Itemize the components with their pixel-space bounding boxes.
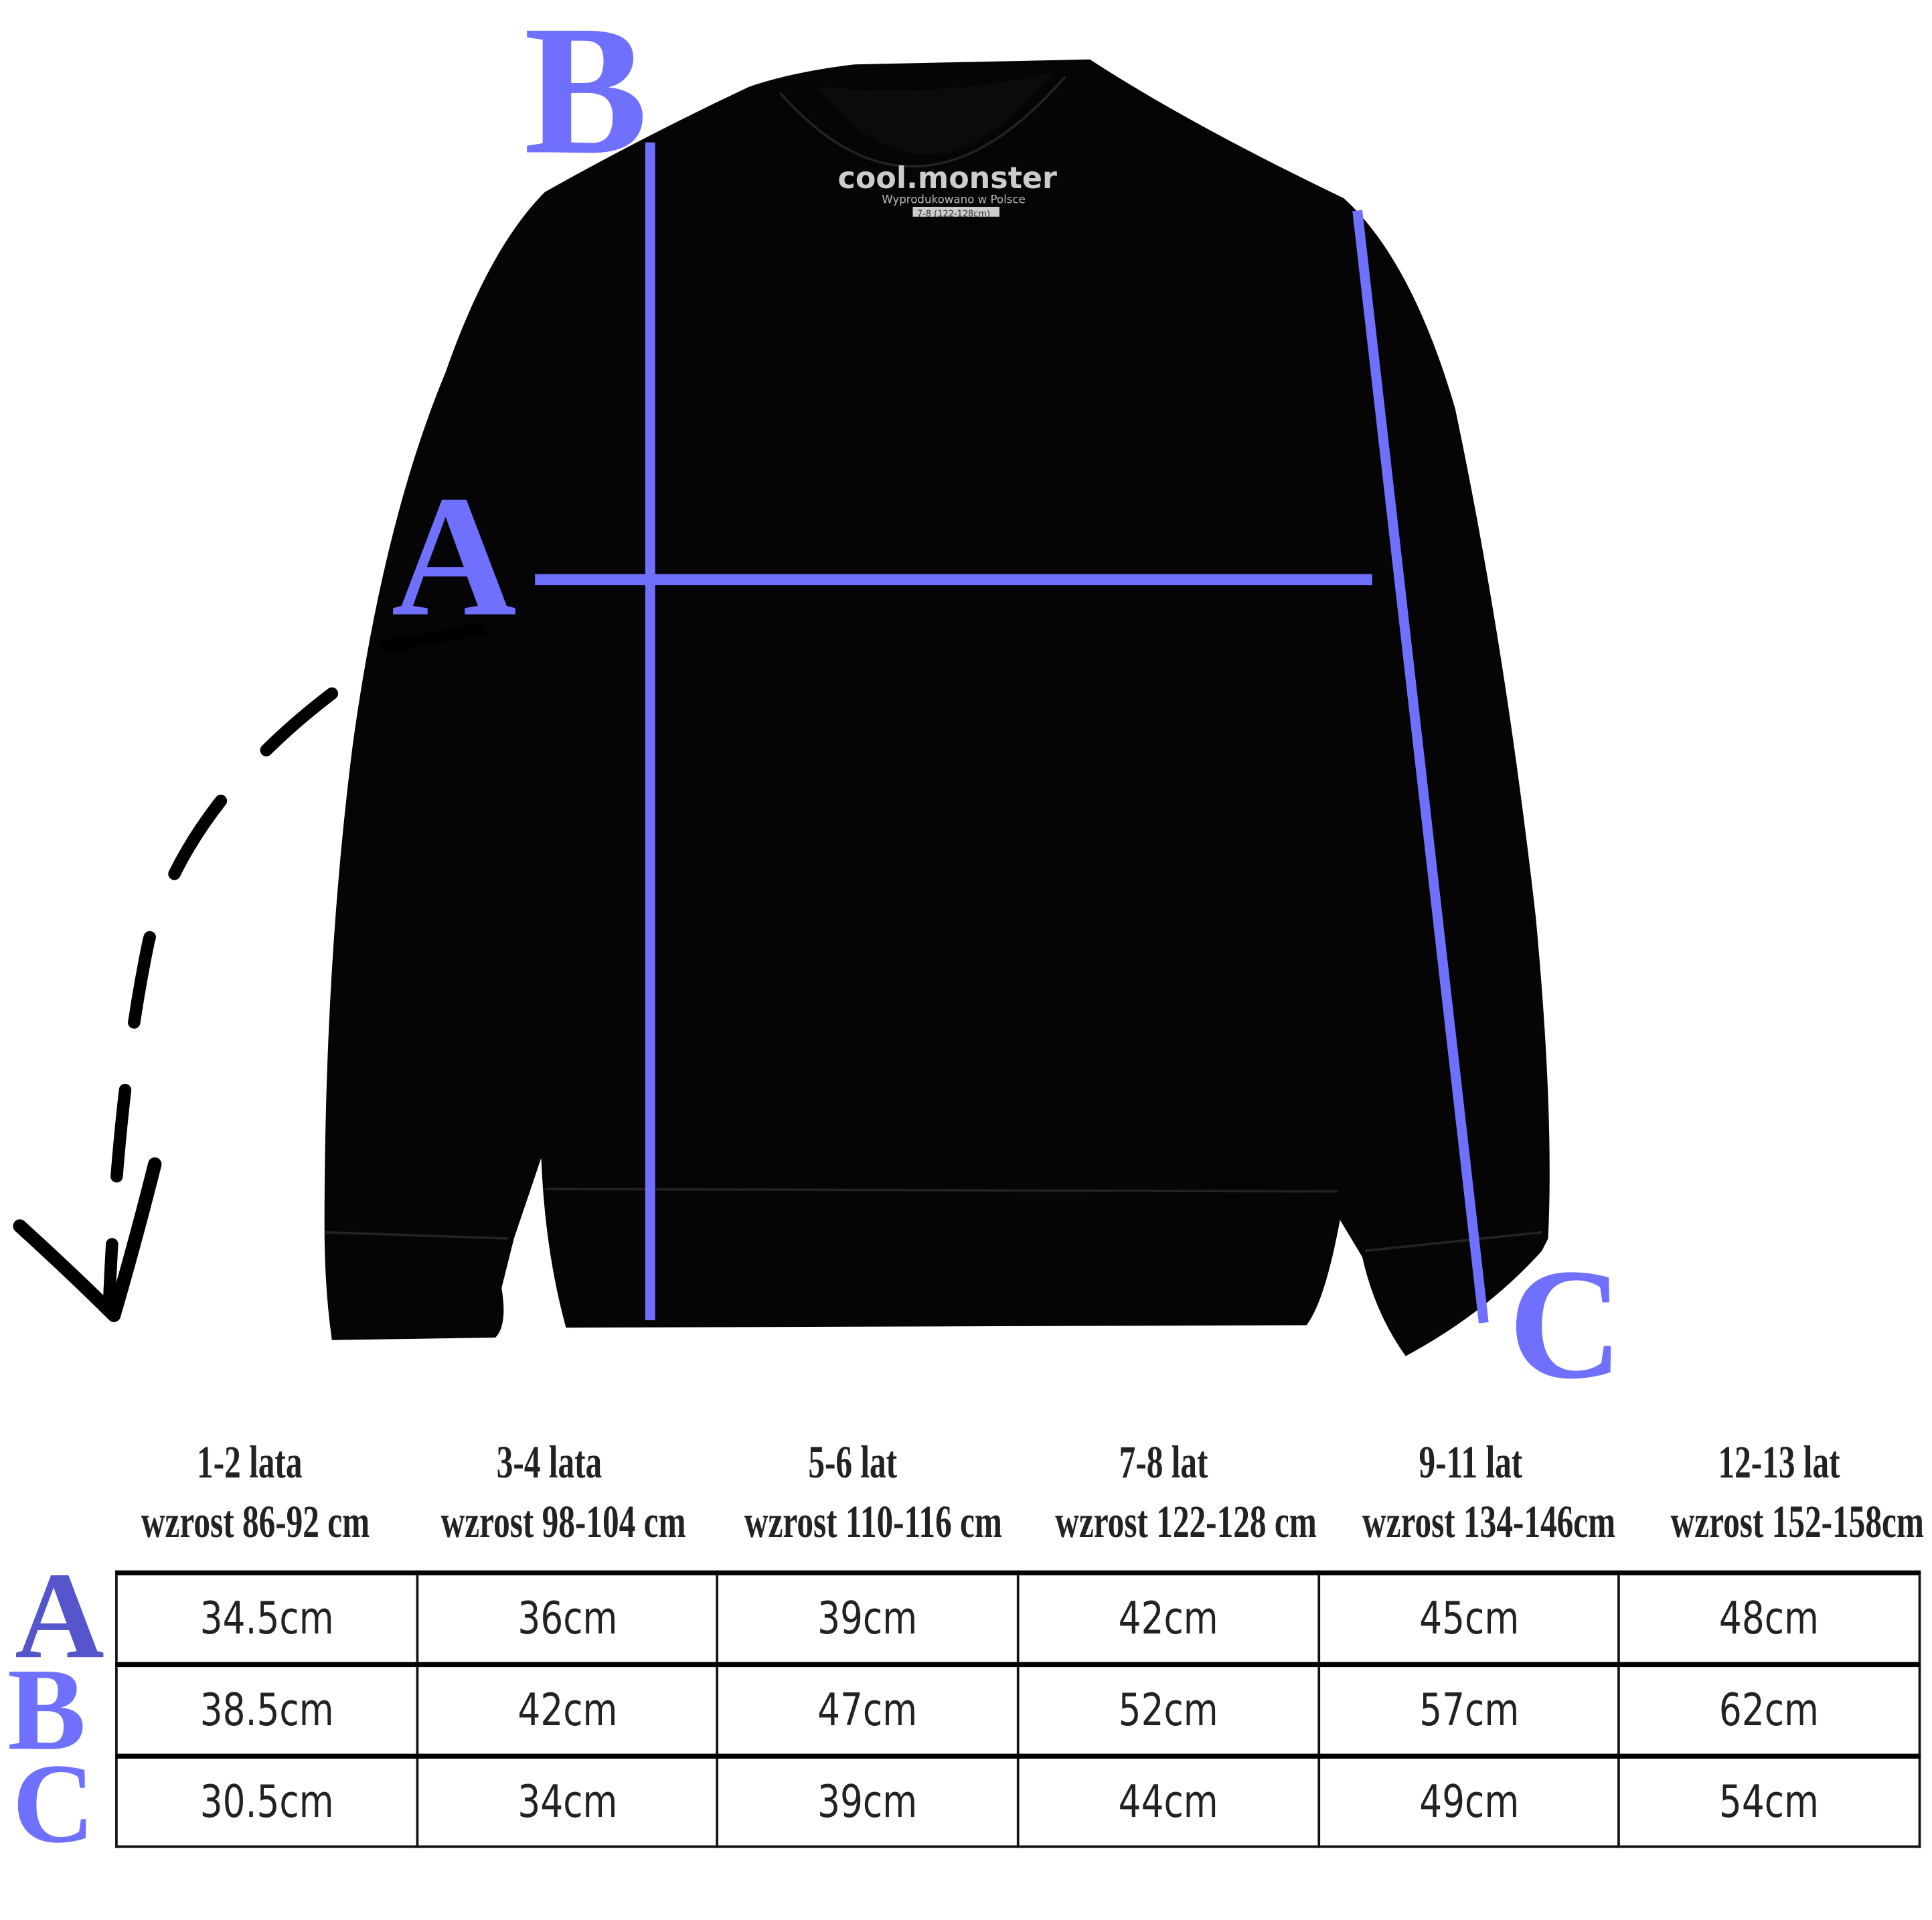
table-row: 30.5cm 34cm 39cm 44cm 49cm 54cm [115,1755,1921,1848]
column-header: 9-11 lat wzrost 134-146cm [1362,1437,1616,1548]
cell: 38.5cm [115,1663,418,1758]
label-a: A [391,461,517,653]
cell: 39cm [716,1755,1020,1848]
row-label-b: B [7,1643,86,1775]
cell: 45cm [1317,1571,1621,1666]
cell: 44cm [1016,1755,1320,1848]
cell: 47cm [716,1663,1020,1758]
row-label-a: A [15,1546,104,1684]
column-header: 5-6 lat wzrost 110-116 cm [744,1437,1002,1548]
collar-inner [817,72,1053,155]
cell: 54cm [1617,1755,1921,1848]
column-header: 7-8 lat wzrost 122-128 cm [1055,1437,1317,1548]
cell: 34cm [415,1755,719,1848]
cell: 36cm [415,1571,719,1666]
tag-brand: cool.monster [838,161,1057,195]
arrowhead-icon [13,1157,162,1322]
sweater-shape [324,59,1550,1356]
row-label-c: C [12,1740,95,1866]
table-row: 38.5cm 42cm 47cm 52cm 57cm 62cm [115,1663,1921,1758]
cell: 62cm [1617,1663,1921,1758]
cell: 39cm [716,1571,1020,1666]
collar-rib [779,76,1066,168]
cell: 57cm [1317,1663,1621,1758]
arrow-tail-stroke [380,623,487,653]
size-table: 34.5cm 36cm 39cm 42cm 45cm 48cm 38.5cm 4… [115,1571,1921,1848]
column-header: 1-2 lata wzrost 86-92 cm [141,1437,370,1548]
label-c: C [1508,1236,1623,1412]
dashed-arrow-icon [102,687,339,1313]
label-b: B [524,0,648,193]
cuff-seam [324,1188,1542,1253]
tag-made-in: Wyprodukowano w Polsce [882,193,1026,206]
measure-line-c [1352,210,1489,1324]
cell: 52cm [1016,1663,1320,1758]
tag-size-box [912,206,999,217]
column-header: 12-13 lat wzrost 152-158cm [1670,1437,1924,1548]
column-header: 3-4 lata wzrost 98-104 cm [440,1437,686,1548]
table-row: 34.5cm 36cm 39cm 42cm 45cm 48cm [115,1571,1921,1666]
tag-size: 7-8 (122-128cm) [917,210,990,220]
cell: 42cm [415,1663,719,1758]
cell: 30.5cm [115,1755,418,1848]
cell: 49cm [1317,1755,1621,1848]
cell: 34.5cm [115,1571,418,1666]
cell: 42cm [1016,1571,1320,1666]
cell: 48cm [1617,1571,1921,1666]
